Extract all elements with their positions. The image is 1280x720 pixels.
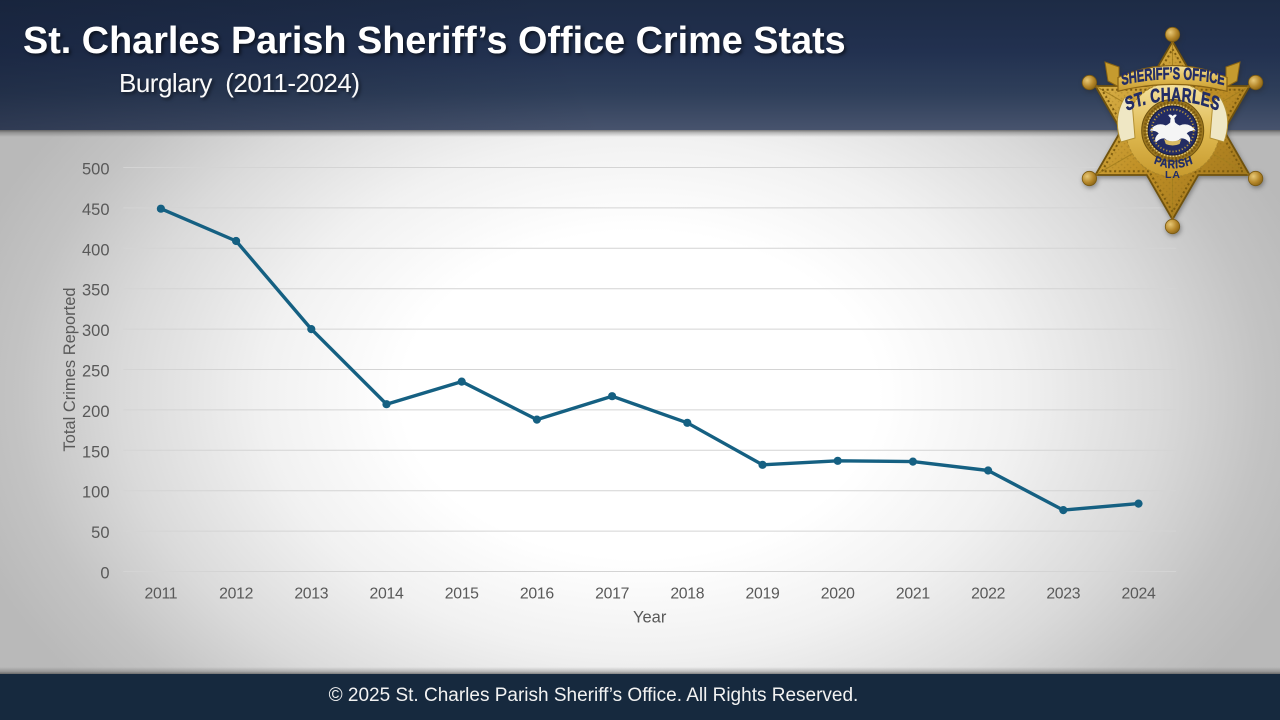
svg-text:2011: 2011 bbox=[145, 586, 178, 603]
svg-text:Total Crimes Reported: Total Crimes Reported bbox=[61, 287, 79, 451]
svg-text:2015: 2015 bbox=[445, 586, 479, 603]
svg-text:PARISH: PARISH bbox=[1153, 154, 1195, 171]
svg-text:350: 350 bbox=[82, 282, 110, 300]
svg-text:2021: 2021 bbox=[896, 586, 930, 603]
svg-text:250: 250 bbox=[82, 363, 110, 381]
svg-text:2012: 2012 bbox=[219, 586, 253, 603]
svg-text:2022: 2022 bbox=[971, 586, 1005, 603]
svg-text:2013: 2013 bbox=[294, 586, 328, 603]
svg-text:2016: 2016 bbox=[520, 586, 554, 603]
svg-text:400: 400 bbox=[82, 241, 110, 259]
svg-text:150: 150 bbox=[82, 443, 110, 461]
svg-text:2023: 2023 bbox=[1046, 586, 1080, 603]
svg-text:450: 450 bbox=[82, 201, 110, 219]
svg-text:100: 100 bbox=[82, 484, 110, 502]
svg-text:2019: 2019 bbox=[746, 586, 780, 603]
svg-text:200: 200 bbox=[82, 403, 110, 421]
svg-text:2018: 2018 bbox=[670, 586, 704, 603]
svg-text:ST. CHARLES: ST. CHARLES bbox=[1123, 84, 1222, 116]
svg-text:LA: LA bbox=[1165, 169, 1181, 181]
svg-text:50: 50 bbox=[91, 524, 109, 542]
svg-text:300: 300 bbox=[82, 322, 110, 340]
svg-text:2014: 2014 bbox=[370, 586, 404, 603]
svg-text:2020: 2020 bbox=[821, 586, 855, 603]
svg-text:Year: Year bbox=[633, 609, 667, 627]
svg-text:2017: 2017 bbox=[595, 586, 629, 603]
svg-text:500: 500 bbox=[82, 161, 110, 179]
svg-text:0: 0 bbox=[100, 565, 109, 583]
svg-text:2024: 2024 bbox=[1122, 586, 1156, 603]
